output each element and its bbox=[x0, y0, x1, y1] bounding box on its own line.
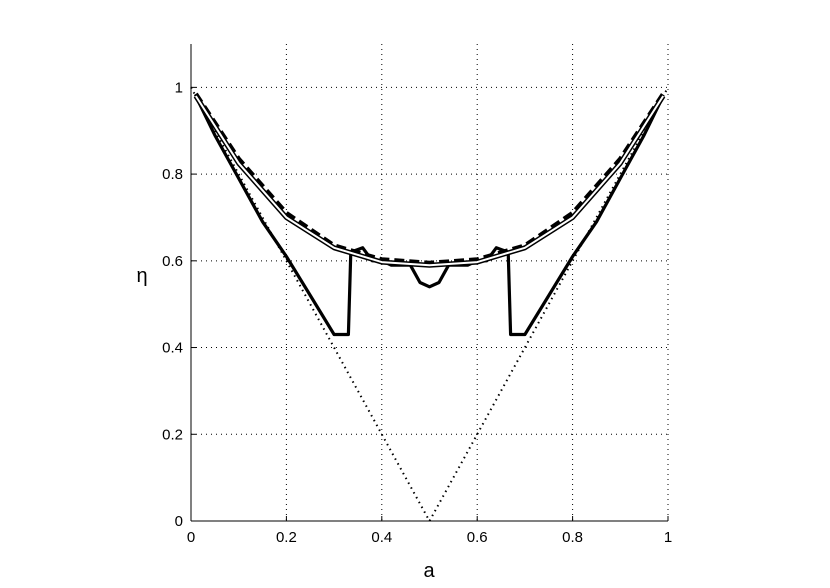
x-tick-label: 0.2 bbox=[276, 529, 297, 546]
x-tick-label: 0.4 bbox=[371, 529, 392, 546]
y-tick-label: 0.8 bbox=[162, 166, 183, 183]
series-line-inner bbox=[194, 95, 665, 267]
series-line bbox=[190, 86, 669, 522]
series-layer bbox=[190, 86, 669, 522]
y-tick-label: 0.4 bbox=[162, 340, 183, 357]
series-line-outline bbox=[193, 94, 666, 268]
y-tick-label: 0.2 bbox=[162, 426, 183, 443]
x-tick-label: 0.6 bbox=[467, 529, 488, 546]
axes-layer bbox=[190, 44, 669, 522]
series-line bbox=[194, 95, 665, 337]
y-tick-label: 1 bbox=[175, 79, 183, 96]
tick-label-layer: 0 0.2 0.4 0.6 0.8 1 0 0.2 0.4 0.6 0.8 1 bbox=[162, 79, 672, 546]
x-axis-label: a bbox=[423, 560, 435, 582]
y-tick-label: 0.6 bbox=[162, 253, 183, 270]
series-line bbox=[193, 92, 666, 266]
y-axis-label: η bbox=[136, 265, 147, 287]
x-tick-label: 0.8 bbox=[562, 529, 583, 546]
grid-layer bbox=[191, 44, 669, 521]
x-tick-label: 0 bbox=[187, 529, 195, 546]
x-tick-label: 1 bbox=[664, 529, 672, 546]
y-tick-label: 0 bbox=[175, 513, 183, 530]
